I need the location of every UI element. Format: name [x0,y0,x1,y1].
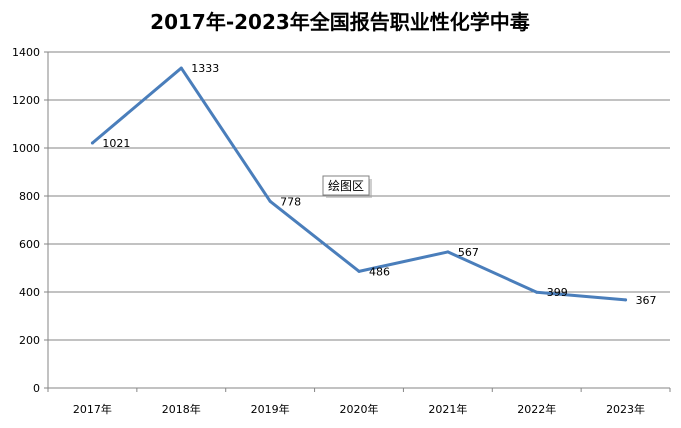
data-labels: 1021 1333 778 486 567 399 367 [102,62,656,307]
y-tick-label-3: 600 [19,238,40,251]
y-tick-label-0: 0 [33,382,40,395]
data-point-4 [446,250,450,254]
y-tick-label-2: 400 [19,286,40,299]
tooltip-label: 绘图区 [328,178,364,193]
data-point-0 [90,141,94,145]
plot-area-tooltip: 绘图区 [322,175,372,198]
gridlines [48,51,670,341]
y-tick-label-1: 200 [19,334,40,347]
data-label-1: 1333 [191,62,219,75]
data-label-5: 399 [547,286,568,299]
y-axis-tick-labels: 0 200 400 600 800 1000 1200 1400 [12,46,40,395]
data-label-2: 778 [280,195,301,208]
data-label-4: 567 [458,246,479,259]
data-point-5 [535,290,539,294]
data-point-6 [624,298,628,302]
data-label-0: 1021 [102,137,130,150]
data-label-3: 486 [369,265,390,278]
x-axis-tick-labels: 2017年 2018年 2019年 2020年 2021年 2022年 2023年 [73,402,645,416]
data-point-1 [179,66,183,70]
axes [44,51,671,392]
y-tick-label-7: 1400 [12,46,40,59]
x-tick-label-0: 2017年 [73,402,112,416]
y-tick-label-6: 1200 [12,94,40,107]
x-tick-label-3: 2020年 [340,402,379,416]
chart-title: 2017年-2023年全国报告职业性化学中毒 [150,10,530,34]
x-tick-label-4: 2021年 [428,402,467,416]
x-tick-label-1: 2018年 [162,402,201,416]
y-tick-label-4: 800 [19,190,40,203]
x-tick-label-5: 2022年 [517,402,556,416]
data-point-3 [357,269,361,273]
x-tick-label-2: 2019年 [251,402,290,416]
x-tick-label-6: 2023年 [606,402,645,416]
y-tick-label-5: 1000 [12,142,40,155]
series-layer [90,66,628,302]
data-point-2 [268,199,272,203]
data-label-6: 367 [636,294,657,307]
